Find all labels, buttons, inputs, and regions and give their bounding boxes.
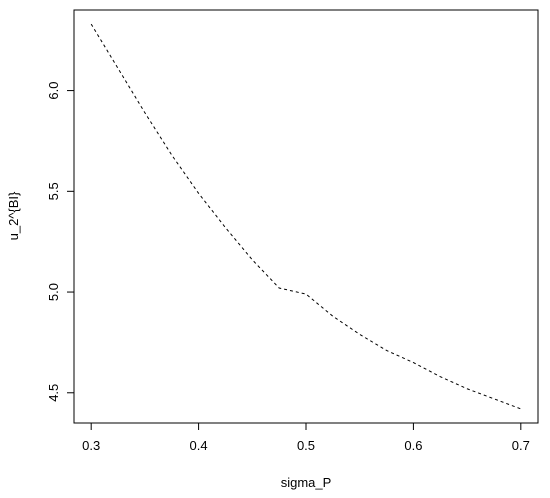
y-tick-label: 4.5 (46, 384, 61, 402)
y-tick-label: 5.5 (46, 182, 61, 200)
x-tick-label: 0.6 (404, 438, 422, 453)
y-tick-label: 5.0 (46, 283, 61, 301)
y-tick-label: 6.0 (46, 82, 61, 100)
y-axis-title: u_2^{BI} (6, 191, 21, 240)
x-tick-label: 0.5 (297, 438, 315, 453)
series-line (90, 23, 521, 410)
x-tick-label: 0.7 (512, 438, 530, 453)
x-axis-title: sigma_P (281, 475, 332, 490)
x-tick-label: 0.4 (190, 438, 208, 453)
x-axis: 0.3 0.4 0.5 0.6 0.7 (82, 422, 530, 453)
y-axis: 4.5 5.0 5.5 6.0 (46, 82, 75, 402)
plot-frame (73, 9, 539, 424)
x-tick-label: 0.3 (82, 438, 100, 453)
